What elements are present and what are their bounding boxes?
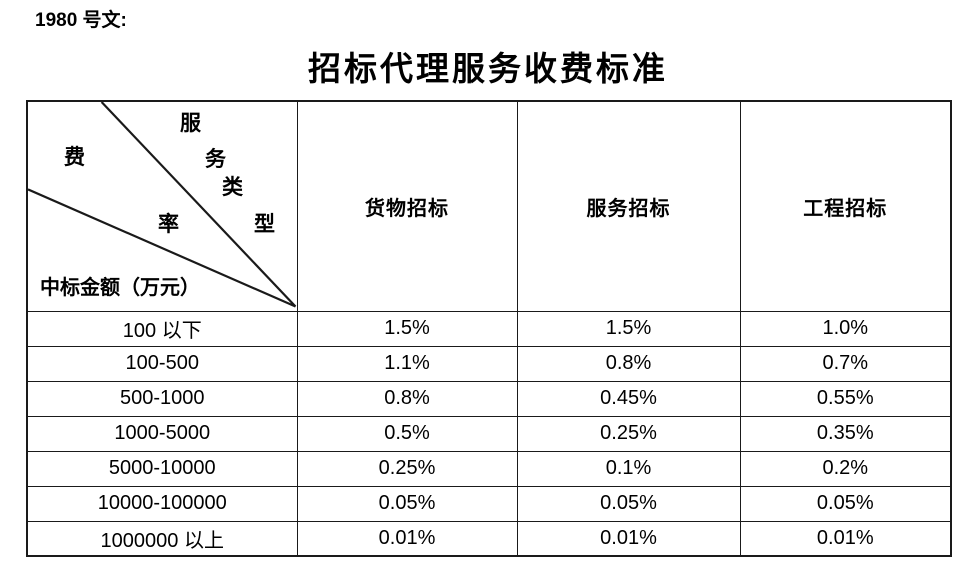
rate-value-cell: 0.35% xyxy=(739,415,952,452)
amount-range-cell: 1000-5000 xyxy=(26,415,298,452)
rate-value-cell: 0.05% xyxy=(296,485,518,522)
column-header-goods: 货物招标 xyxy=(296,100,518,312)
table-row: 1000000 以上 0.01% 0.01% 0.01% xyxy=(26,520,952,557)
rate-value-cell: 0.25% xyxy=(296,450,518,487)
service-type-char: 务 xyxy=(205,147,226,171)
rate-value-cell: 0.8% xyxy=(516,345,741,382)
rate-value-cell: 0.5% xyxy=(296,415,518,452)
corner-header-cell: 费 率 服 务 类 型 中标金额（万元） xyxy=(26,100,298,312)
amount-range-cell: 500-1000 xyxy=(26,380,298,417)
service-type-char: 型 xyxy=(254,212,275,236)
corner-diagonal-lines xyxy=(28,102,296,308)
rate-value-cell: 1.5% xyxy=(516,310,741,347)
rate-value-cell: 0.55% xyxy=(739,380,952,417)
amount-range-cell: 10000-100000 xyxy=(26,485,298,522)
rate-value-cell: 0.01% xyxy=(296,520,518,557)
rate-value-cell: 0.01% xyxy=(516,520,741,557)
rate-value-cell: 0.8% xyxy=(296,380,518,417)
rate-label-char: 率 xyxy=(158,212,179,236)
document-number: 1980 号文: xyxy=(35,10,127,31)
bid-amount-axis-label: 中标金额（万元） xyxy=(40,277,200,299)
rate-value-cell: 0.05% xyxy=(516,485,741,522)
rate-value-cell: 0.25% xyxy=(516,415,741,452)
rate-value-cell: 1.0% xyxy=(739,310,952,347)
amount-range-cell: 100 以下 xyxy=(26,310,298,347)
table-row: 1000-5000 0.5% 0.25% 0.35% xyxy=(26,415,952,452)
table-row: 100-500 1.1% 0.8% 0.7% xyxy=(26,345,952,382)
amount-range-cell: 5000-10000 xyxy=(26,450,298,487)
rate-value-cell: 0.1% xyxy=(516,450,741,487)
column-header-works: 工程招标 xyxy=(739,100,952,312)
rate-value-cell: 0.01% xyxy=(739,520,952,557)
rate-value-cell: 1.1% xyxy=(296,345,518,382)
rate-value-cell: 1.5% xyxy=(296,310,518,347)
table-row: 5000-10000 0.25% 0.1% 0.2% xyxy=(26,450,952,487)
amount-range-cell: 1000000 以上 xyxy=(26,520,298,557)
service-type-char: 服 xyxy=(180,111,201,135)
table-row: 500-1000 0.8% 0.45% 0.55% xyxy=(26,380,952,417)
fee-table-body: 100 以下 1.5% 1.5% 1.0% 100-500 1.1% 0.8% 0.7% 500… xyxy=(26,310,952,557)
fee-label-char: 费 xyxy=(64,145,85,169)
table-row: 100 以下 1.5% 1.5% 1.0% xyxy=(26,310,952,347)
amount-range-cell: 100-500 xyxy=(26,345,298,382)
rate-value-cell: 0.45% xyxy=(516,380,741,417)
table-row: 10000-100000 0.05% 0.05% 0.05% xyxy=(26,485,952,522)
column-header-services: 服务招标 xyxy=(516,100,741,312)
rate-value-cell: 0.2% xyxy=(739,450,952,487)
rate-value-cell: 0.05% xyxy=(739,485,952,522)
header-row: 费 率 服 务 类 型 中标金额（万元） 货物招标 服务招标 工程招标 xyxy=(26,100,952,312)
document-title: 招标代理服务收费标准 xyxy=(308,52,668,88)
fee-rate-table: 费 率 服 务 类 型 中标金额（万元） 货物招标 服务招标 工程招标 100 … xyxy=(26,100,952,557)
rate-value-cell: 0.7% xyxy=(739,345,952,382)
service-type-char: 类 xyxy=(222,175,243,199)
